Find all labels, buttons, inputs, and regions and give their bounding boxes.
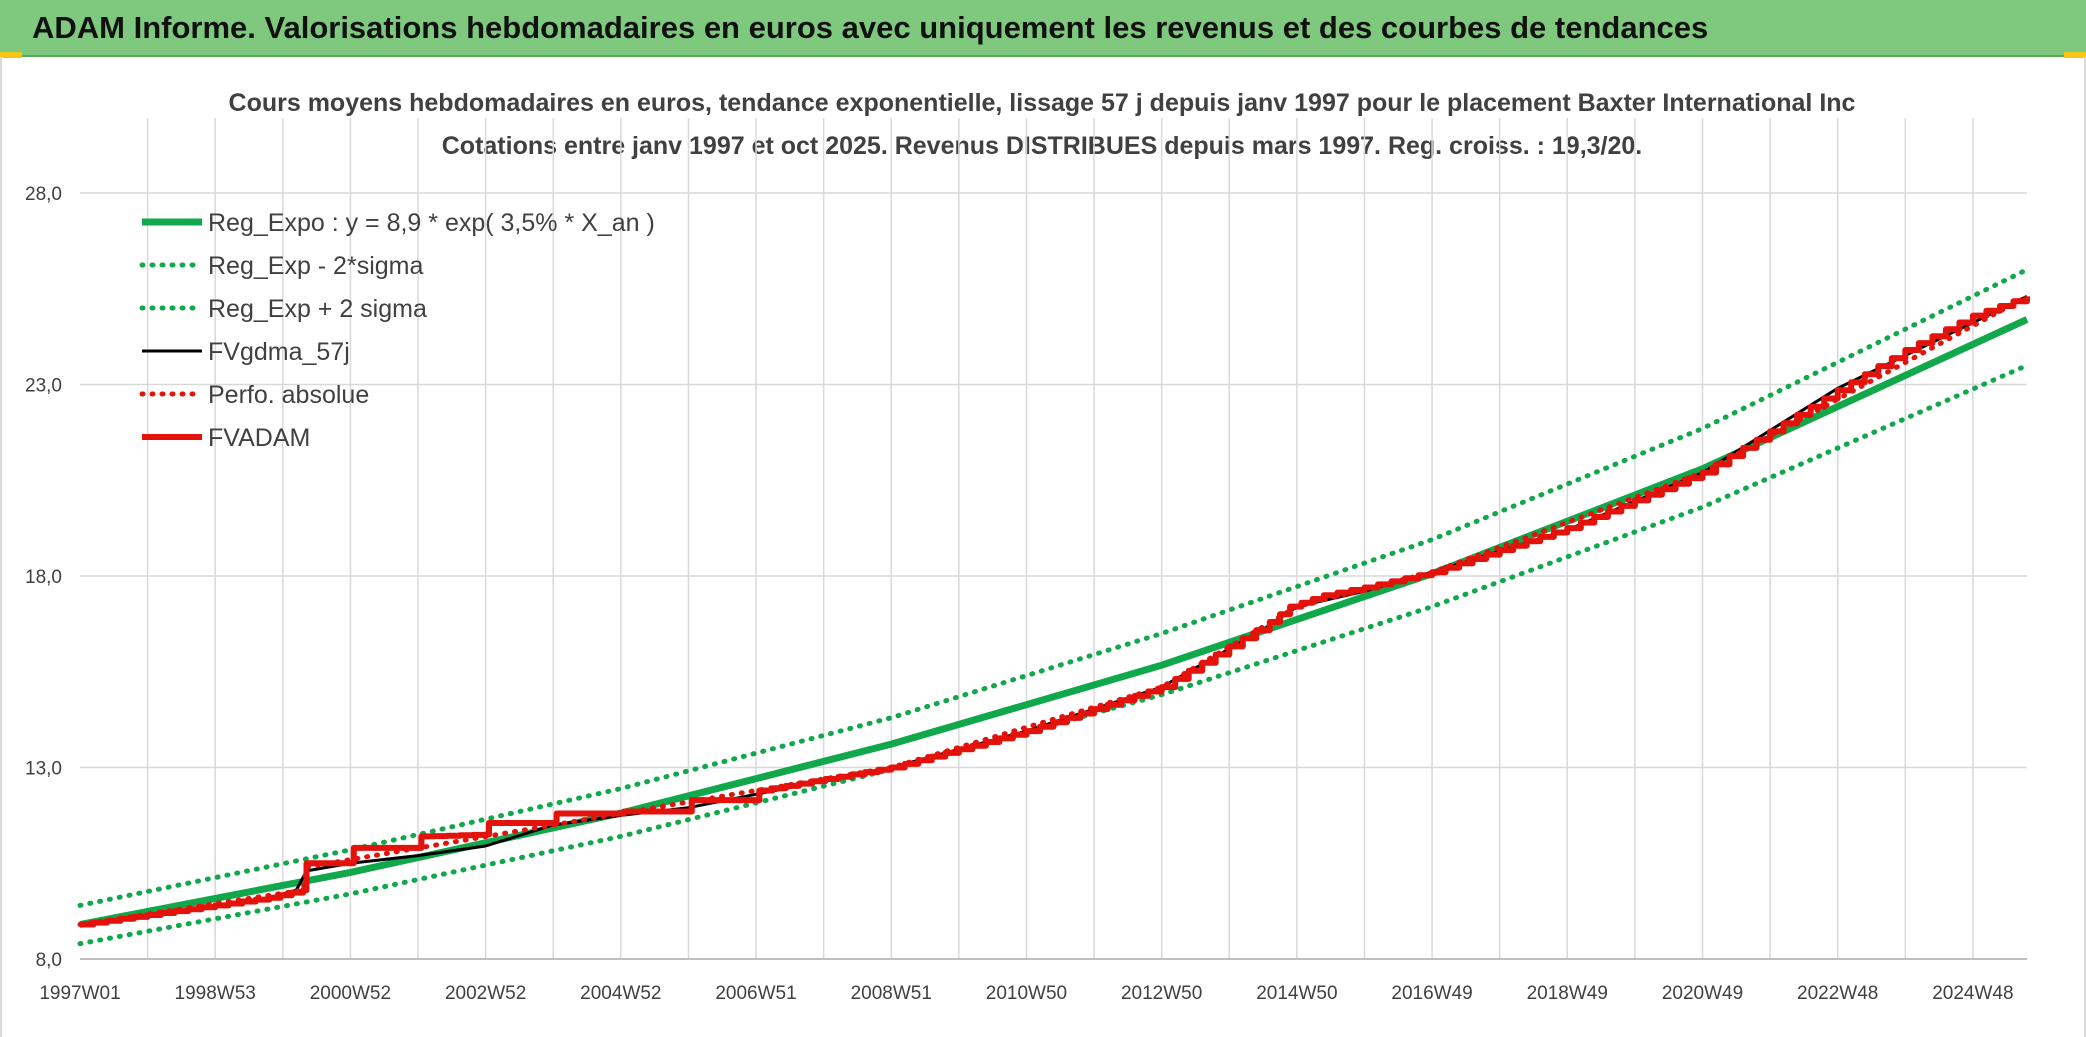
series-line-4 bbox=[77, 293, 2030, 927]
legend-label: FVgdma_57j bbox=[208, 338, 350, 366]
x-tick-label: 1997W01 bbox=[39, 983, 120, 1004]
legend-label: Reg_Exp - 2*sigma bbox=[208, 252, 423, 280]
axes: 8,0 13,0 18,0 23,0 28,0 1997W01 1998W53 2000W52… bbox=[25, 184, 2027, 1004]
x-tick-label: 2010W50 bbox=[986, 983, 1067, 1004]
grid-lines bbox=[80, 118, 2027, 960]
legend-label: Perfo. absolue bbox=[208, 381, 369, 409]
x-tick-label: 2004W52 bbox=[580, 983, 661, 1004]
corner-mark-left bbox=[0, 52, 22, 58]
x-tick-label: 2002W52 bbox=[445, 983, 526, 1004]
chart-subtitle: Cotations entre janv 1997 et oct 2025. R… bbox=[442, 132, 1643, 160]
legend-label: Reg_Expo : y = 8,9 * exp( 3,5% * X_an ) bbox=[208, 209, 655, 237]
y-tick-label: 18,0 bbox=[25, 567, 62, 588]
legend: Reg_Expo : y = 8,9 * exp( 3,5% * X_an ) R… bbox=[139, 209, 655, 452]
series-line-5 bbox=[80, 296, 2030, 928]
y-tick-label: 13,0 bbox=[25, 759, 62, 780]
series-line-2 bbox=[77, 267, 2030, 908]
x-tick-label: 2000W52 bbox=[310, 983, 391, 1004]
y-tick-label: 28,0 bbox=[25, 184, 62, 205]
corner-mark-right bbox=[2064, 52, 2086, 58]
x-tick-label: 2024W48 bbox=[1932, 983, 2013, 1004]
x-tick-label: 2008W51 bbox=[851, 983, 932, 1004]
report-banner: ADAM Informe. Valorisations hebdomadaire… bbox=[0, 0, 2086, 57]
series-line-0 bbox=[79, 316, 2029, 928]
series-line-3 bbox=[79, 295, 2028, 926]
x-tick-label: 2014W50 bbox=[1256, 983, 1337, 1004]
x-tick-label: 1998W53 bbox=[175, 983, 256, 1004]
x-tick-label: 2012W50 bbox=[1121, 983, 1202, 1004]
series-group bbox=[77, 267, 2030, 947]
report-title: ADAM Informe. Valorisations hebdomadaire… bbox=[32, 10, 1709, 45]
legend-label: FVADAM bbox=[208, 424, 310, 452]
x-tick-label: 2018W49 bbox=[1527, 983, 1608, 1004]
chart-frame bbox=[0, 57, 2086, 1037]
x-tick-label: 2020W49 bbox=[1662, 983, 1743, 1004]
y-tick-label: 8,0 bbox=[36, 950, 62, 971]
x-tick-label: 2006W51 bbox=[715, 983, 796, 1004]
y-tick-label: 23,0 bbox=[25, 376, 62, 397]
x-tick-label: 2016W49 bbox=[1391, 983, 1472, 1004]
x-tick-label: 2022W48 bbox=[1797, 983, 1878, 1004]
chart-title: Cours moyens hebdomadaires en euros, ten… bbox=[229, 89, 1856, 117]
legend-label: Reg_Exp + 2 sigma bbox=[208, 295, 427, 323]
